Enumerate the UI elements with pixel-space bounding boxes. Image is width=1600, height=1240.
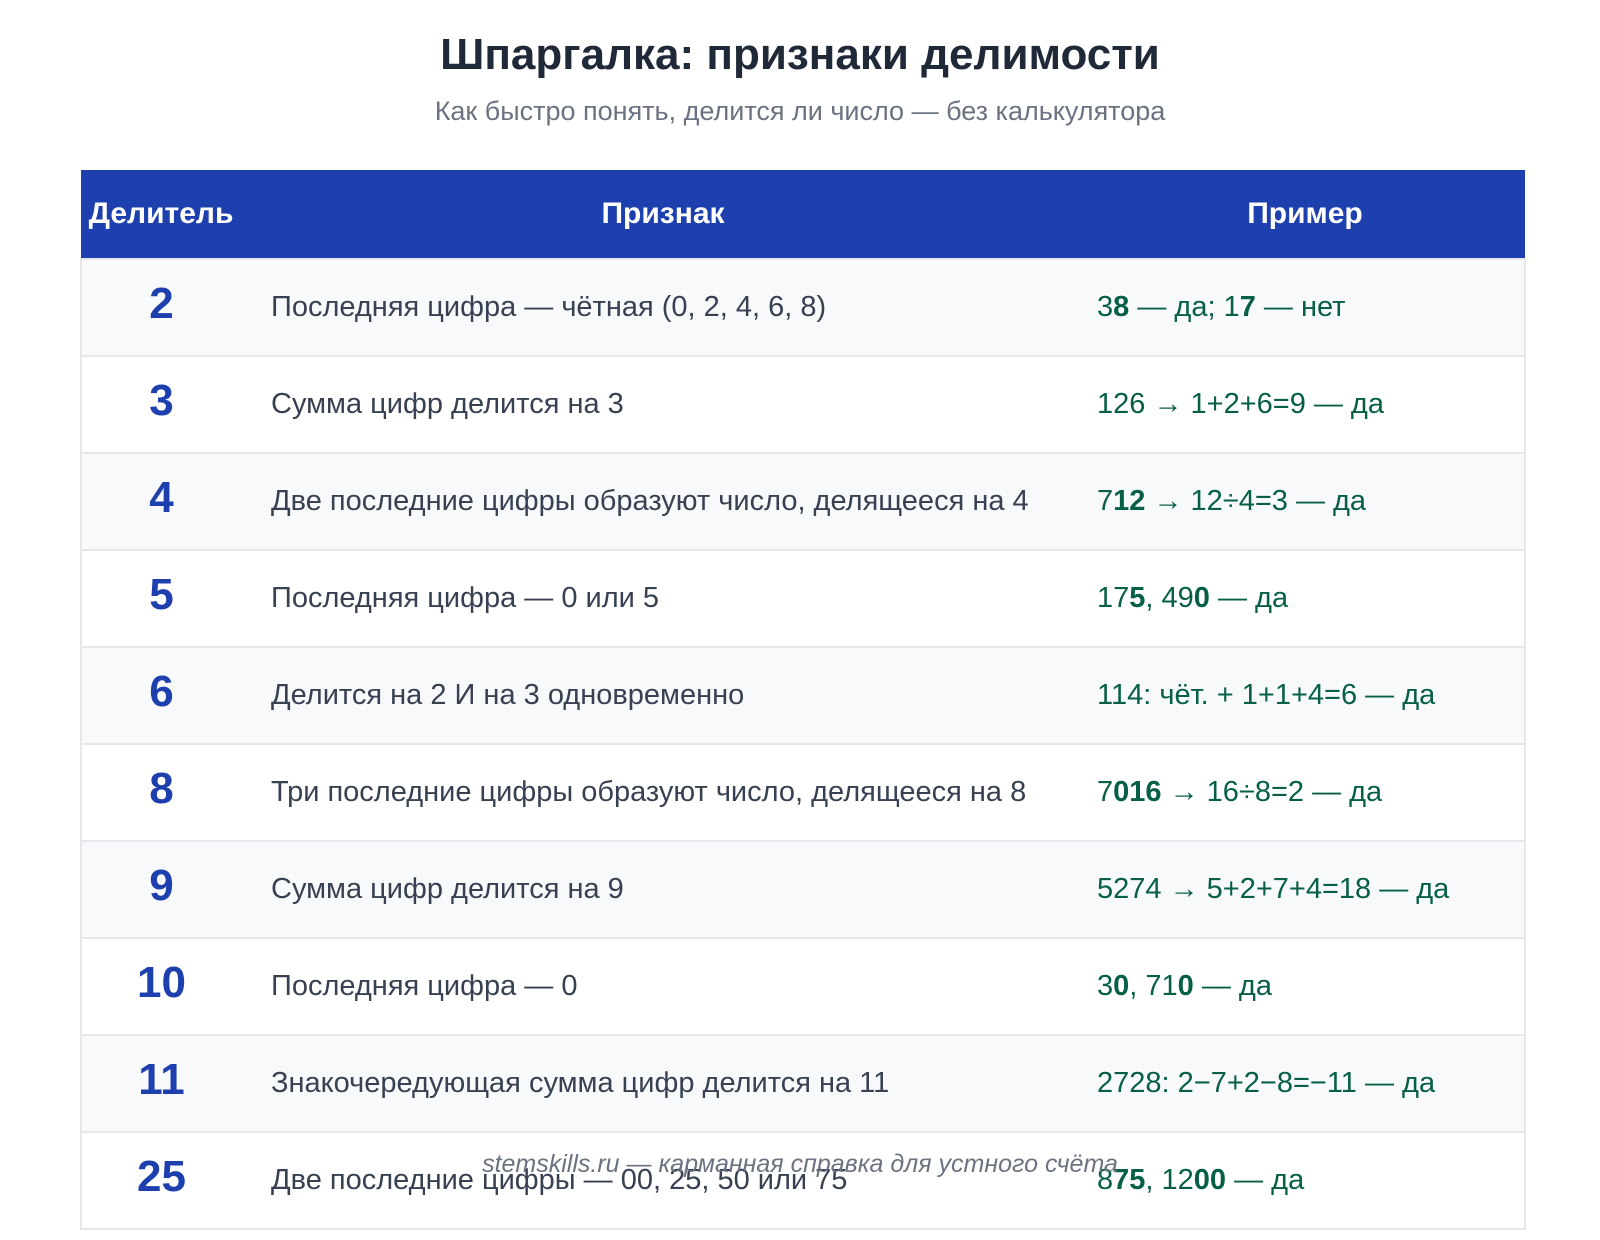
rule-cell: Делится на 2 И на 3 одновременно xyxy=(241,646,1085,744)
table-body: 2 Последняя цифра — чётная (0, 2, 4, 6, 8… xyxy=(80,258,1526,1230)
example-highlight: 00 xyxy=(1193,1164,1227,1196)
divisor-cell: 2 xyxy=(80,258,241,356)
rule-cell: Сумма цифр делится на 9 xyxy=(241,840,1085,938)
table-row: 11 Знакочередующая сумма цифр делится на … xyxy=(80,1034,1526,1132)
example-highlight: 8 xyxy=(1113,291,1130,323)
divisor-cell: 5 xyxy=(80,549,241,647)
example-text: — да; 1 xyxy=(1129,291,1240,323)
example-text: → 12÷4=3 — да xyxy=(1145,485,1367,517)
example-text: — нет xyxy=(1255,291,1346,323)
rule-cell: Сумма цифр делится на 3 xyxy=(241,355,1085,453)
table-row: 6 Делится на 2 И на 3 одновременно 114: чё… xyxy=(80,646,1526,744)
example-cell: 38 — да; 17 — нет xyxy=(1085,258,1526,356)
table-row: 10 Последняя цифра — 0 30, 710 — да xyxy=(80,937,1526,1035)
column-header-rule: Признак xyxy=(241,170,1085,259)
column-header-example: Пример xyxy=(1085,170,1525,259)
table-row: 4 Две последние цифры образуют число, дел… xyxy=(80,452,1526,550)
example-highlight: 12 xyxy=(1113,485,1146,517)
rule-cell: Три последние цифры образуют число, деля… xyxy=(241,743,1085,841)
divisor-cell: 4 xyxy=(80,452,241,550)
rule-cell: Знакочередующая сумма цифр делится на 11 xyxy=(241,1034,1085,1132)
example-highlight: 75 xyxy=(1113,1164,1146,1196)
example-cell: 30, 710 — да xyxy=(1085,937,1526,1035)
example-cell: 126 → 1+2+6=9 — да xyxy=(1085,355,1526,453)
divisor-cell: 10 xyxy=(80,937,241,1035)
example-text: 7 xyxy=(1097,776,1114,808)
example-text: , 49 xyxy=(1145,582,1194,614)
rule-cell: Последняя цифра — 0 xyxy=(241,937,1085,1035)
example-highlight: 0 xyxy=(1193,582,1210,614)
example-text: , 12 xyxy=(1145,1164,1194,1196)
example-text: 3 xyxy=(1097,291,1114,323)
example-text: 2728: 2−7+2−8=−11 — да xyxy=(1097,1067,1436,1099)
example-text: 126 → 1+2+6=9 — да xyxy=(1097,388,1384,420)
example-text: — да xyxy=(1193,970,1272,1002)
example-highlight: 016 xyxy=(1113,776,1162,808)
example-cell: 875, 1200 — да xyxy=(1085,1131,1526,1230)
example-text: 114: чёт. + 1+1+4=6 — да xyxy=(1097,679,1436,711)
example-text: — да xyxy=(1226,1164,1305,1196)
divisor-cell: 8 xyxy=(80,743,241,841)
divisibility-table: Делитель Признак Пример 2 Последняя цифра… xyxy=(80,170,1526,1230)
example-highlight: 7 xyxy=(1239,291,1256,323)
page-subtitle: Как быстро понять, делится ли число — бе… xyxy=(434,96,1166,126)
example-cell: 175, 490 — да xyxy=(1085,549,1526,647)
example-cell: 5274 → 5+2+7+4=18 — да xyxy=(1085,840,1526,938)
divisor-cell: 6 xyxy=(80,646,241,744)
table-row: 25 Две последние цифры — 00, 25, 50 или 7… xyxy=(80,1131,1526,1230)
example-text: 8 xyxy=(1097,1164,1114,1196)
example-text: → 16÷8=2 — да xyxy=(1161,776,1383,808)
table-row: 3 Сумма цифр делится на 3 126 → 1+2+6=9 — … xyxy=(80,355,1526,453)
example-text: — да xyxy=(1209,582,1289,614)
table-row: 5 Последняя цифра — 0 или 5 175, 490 — да xyxy=(80,549,1526,647)
example-cell: 7016 → 16÷8=2 — да xyxy=(1085,743,1526,841)
example-cell: 712 → 12÷4=3 — да xyxy=(1085,452,1526,550)
example-text: 3 xyxy=(1097,970,1114,1002)
example-text: 5274 → 5+2+7+4=18 — да xyxy=(1097,873,1450,905)
rule-cell: Две последние цифры — 00, 25, 50 или 75 xyxy=(241,1131,1085,1230)
example-text: , 71 xyxy=(1129,970,1178,1002)
example-highlight: 5 xyxy=(1129,582,1146,614)
footer-note: stemskills.ru — карманная справка для ус… xyxy=(482,1150,1118,1178)
example-highlight: 0 xyxy=(1177,970,1194,1002)
column-header-divisor: Делитель xyxy=(81,170,241,259)
table-header: Делитель Признак Пример xyxy=(81,170,1525,259)
divisor-cell: 3 xyxy=(80,355,241,453)
example-highlight: 0 xyxy=(1113,970,1130,1002)
table-row: 8 Три последние цифры образуют число, дел… xyxy=(80,743,1526,841)
divisor-cell: 11 xyxy=(80,1034,241,1132)
example-text: 7 xyxy=(1097,485,1114,517)
divisor-cell: 25 xyxy=(80,1131,241,1230)
page-title: Шпаргалка: признаки делимости xyxy=(440,30,1160,79)
example-text: 17 xyxy=(1097,582,1130,614)
table-header-row: Делитель Признак Пример xyxy=(81,170,1525,259)
rule-cell: Две последние цифры образуют число, деля… xyxy=(241,452,1085,550)
table-row: 2 Последняя цифра — чётная (0, 2, 4, 6, 8… xyxy=(80,258,1526,356)
table-row: 9 Сумма цифр делится на 9 5274 → 5+2+7+4=1… xyxy=(80,840,1526,938)
example-cell: 114: чёт. + 1+1+4=6 — да xyxy=(1085,646,1526,744)
rule-cell: Последняя цифра — 0 или 5 xyxy=(241,549,1085,647)
rule-cell: Последняя цифра — чётная (0, 2, 4, 6, 8) xyxy=(241,258,1085,356)
divisor-cell: 9 xyxy=(80,840,241,938)
example-cell: 2728: 2−7+2−8=−11 — да xyxy=(1085,1034,1526,1132)
